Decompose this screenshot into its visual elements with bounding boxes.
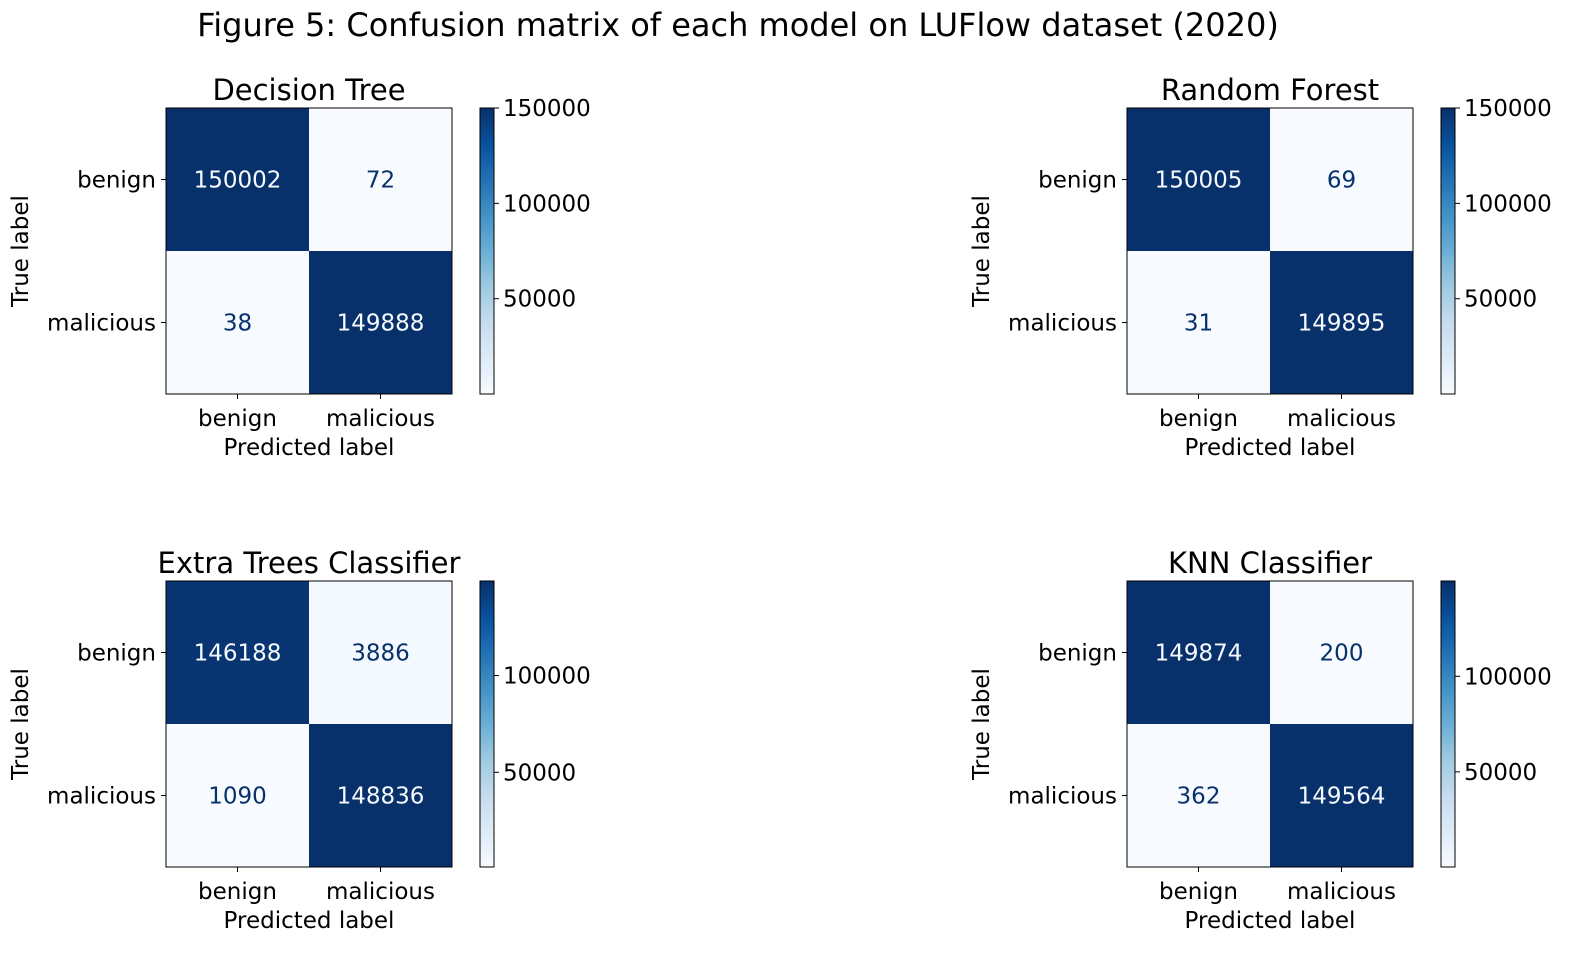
y-axis-label: True label: [8, 668, 34, 781]
colorbar: [1441, 108, 1455, 394]
matrix-frame: [1126, 107, 1414, 395]
y-axis-label: True label: [969, 195, 995, 308]
cell-value-label: 149874: [1155, 641, 1243, 667]
matrix-cell: [1127, 581, 1270, 724]
panel-title: Random Forest: [1161, 73, 1379, 107]
y-axis-label: True label: [969, 668, 995, 781]
panel-title: Decision Tree: [212, 73, 405, 107]
confusion-matrix-panel: Random Forest 150005 69 31 149895 benign malic…: [969, 73, 1552, 461]
x-axis-label: Predicted label: [224, 908, 395, 934]
cell-value-label: 149564: [1298, 784, 1386, 810]
matrix-cell: [1270, 724, 1413, 867]
y-tick-label: benign: [1038, 168, 1117, 194]
y-tick-label: malicious: [1008, 311, 1117, 337]
cell-value-label: 31: [1184, 311, 1213, 337]
x-axis-label: Predicted label: [1185, 908, 1356, 934]
colorbar-tick-label: 150000: [1464, 96, 1552, 122]
matrix-cell: [1270, 251, 1413, 394]
matrix-cell: [166, 724, 309, 867]
cell-value-label: 149895: [1298, 311, 1386, 337]
colorbar: [480, 108, 494, 394]
matrix-cell: [166, 581, 309, 724]
colorbar: [1441, 581, 1455, 867]
matrix-frame: [1126, 580, 1414, 868]
colorbar-tick-label: 100000: [1464, 191, 1552, 217]
colorbar-tick-label: 50000: [503, 760, 576, 786]
colorbar-frame: [479, 107, 495, 395]
colorbar-tick-label: 100000: [503, 664, 591, 690]
confusion-matrix-panel: Extra Trees Classifier 146188 3886 1090 1488…: [8, 546, 591, 934]
cell-value-label: 362: [1177, 784, 1221, 810]
matrix-cell: [166, 251, 309, 394]
y-tick-label: benign: [77, 168, 156, 194]
y-tick-label: benign: [1038, 641, 1117, 667]
colorbar-tick-label: 100000: [503, 191, 591, 217]
x-tick-label: malicious: [326, 406, 435, 432]
matrix-frame: [165, 107, 453, 395]
cell-value-label: 150005: [1155, 168, 1243, 194]
cell-value-label: 150002: [194, 168, 282, 194]
matrix-cell: [166, 108, 309, 251]
cell-value-label: 38: [223, 311, 252, 337]
figure-title: Figure 5: Confusion matrix of each model…: [197, 6, 1279, 44]
y-tick-label: malicious: [47, 311, 156, 337]
x-tick-label: benign: [198, 879, 277, 905]
panel-title: Extra Trees Classifier: [158, 546, 461, 580]
x-tick-label: benign: [198, 406, 277, 432]
x-tick-label: malicious: [1287, 879, 1396, 905]
cell-value-label: 69: [1327, 168, 1356, 194]
cell-value-label: 3886: [351, 641, 410, 667]
matrix-cell: [309, 108, 452, 251]
y-tick-label: benign: [77, 641, 156, 667]
confusion-matrix-panel: KNN Classifier 149874 200 362 149564 benign ma…: [969, 546, 1552, 934]
x-tick-label: benign: [1159, 879, 1238, 905]
x-tick-label: malicious: [326, 879, 435, 905]
matrix-cell: [1270, 581, 1413, 724]
cell-value-label: 148836: [337, 784, 425, 810]
matrix-cell: [309, 724, 452, 867]
cell-value-label: 72: [366, 168, 395, 194]
cell-value-label: 146188: [194, 641, 282, 667]
colorbar-tick-label: 150000: [503, 96, 591, 122]
cell-value-label: 1090: [208, 784, 267, 810]
matrix-cell: [1270, 108, 1413, 251]
cell-value-label: 200: [1320, 641, 1364, 667]
colorbar: [480, 581, 494, 867]
cell-value-label: 149888: [337, 311, 425, 337]
matrix-cell: [1127, 724, 1270, 867]
confusion-matrix-panel: Decision Tree 150002 72 38 149888 benign malic…: [8, 73, 591, 461]
matrix-cell: [309, 251, 452, 394]
panel-title: KNN Classifier: [1168, 546, 1372, 580]
colorbar-frame: [1440, 107, 1456, 395]
matrix-cell: [309, 581, 452, 724]
matrix-cell: [1127, 251, 1270, 394]
y-axis-label: True label: [8, 195, 34, 308]
x-tick-label: benign: [1159, 406, 1238, 432]
colorbar-frame: [1440, 580, 1456, 868]
x-axis-label: Predicted label: [1185, 435, 1356, 461]
colorbar-tick-label: 50000: [1464, 760, 1537, 786]
colorbar-tick-label: 50000: [1464, 287, 1537, 313]
matrix-cell: [1127, 108, 1270, 251]
colorbar-frame: [479, 580, 495, 868]
colorbar-tick-label: 100000: [1464, 664, 1552, 690]
y-tick-label: malicious: [47, 784, 156, 810]
matrix-frame: [165, 580, 453, 868]
colorbar-tick-label: 50000: [503, 287, 576, 313]
y-tick-label: malicious: [1008, 784, 1117, 810]
x-axis-label: Predicted label: [224, 435, 395, 461]
x-tick-label: malicious: [1287, 406, 1396, 432]
